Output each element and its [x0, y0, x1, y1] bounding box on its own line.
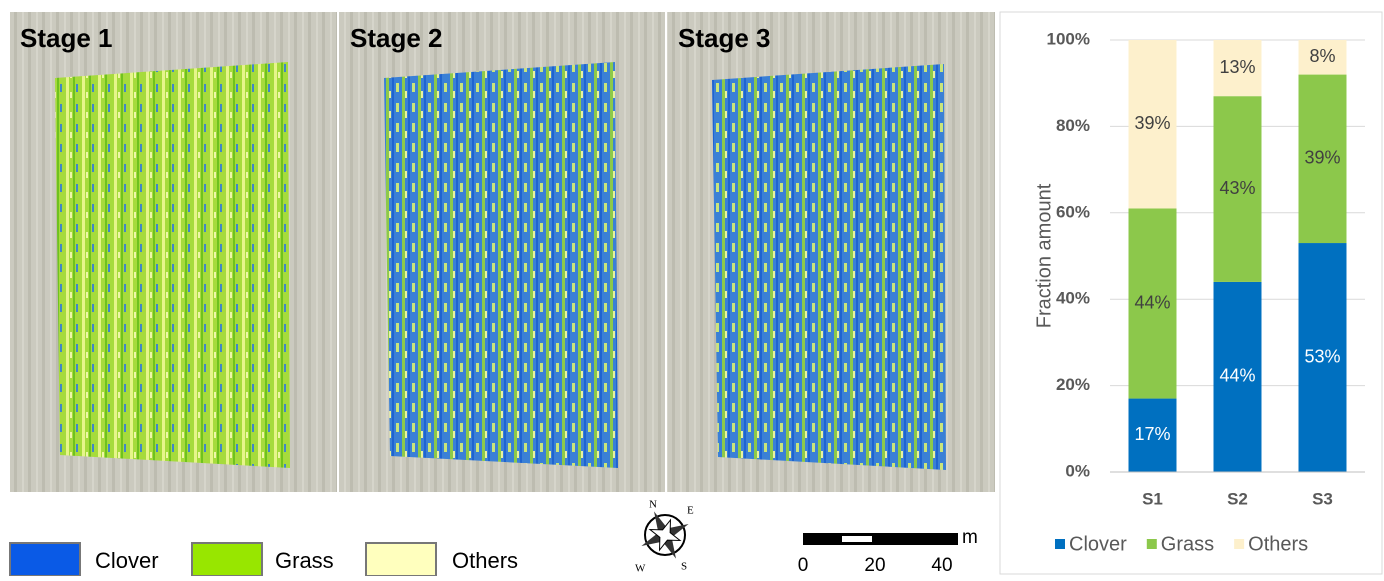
y-axis-label: Fraction amount	[1033, 183, 1055, 328]
legend-label: Others	[452, 548, 518, 573]
scale-bar-segment	[842, 536, 872, 542]
scale-tick: 40	[931, 555, 952, 576]
scale-unit: m	[962, 527, 978, 548]
compass-letter: E	[687, 505, 694, 517]
figure: Stage 1 Stage 2 Stage 3 Clover Grass Oth…	[0, 0, 1384, 576]
y-tick-label: 40%	[1056, 289, 1090, 308]
x-tick-label: S1	[1142, 489, 1163, 508]
y-tick-label: 20%	[1056, 375, 1090, 394]
stage-label: Stage 3	[678, 23, 771, 53]
data-label: 13%	[1219, 57, 1255, 77]
data-label: 8%	[1309, 46, 1335, 66]
legend-swatch	[1055, 539, 1065, 549]
data-label: 44%	[1134, 292, 1170, 312]
scale-tick: 0	[798, 555, 809, 576]
field-stage-1	[55, 62, 290, 468]
legend-swatch	[192, 543, 262, 576]
compass-letter: N	[649, 499, 657, 511]
compass-letter: S	[681, 561, 687, 573]
legend-swatch	[1147, 539, 1157, 549]
stage-label: Stage 2	[350, 23, 443, 53]
compass-letter: W	[635, 563, 646, 575]
y-tick-label: 60%	[1056, 202, 1090, 221]
data-label: 53%	[1304, 346, 1340, 366]
legend-label: Clover	[95, 548, 159, 573]
y-tick-label: 80%	[1056, 116, 1090, 135]
x-tick-label: S2	[1227, 489, 1248, 508]
data-label: 39%	[1134, 113, 1170, 133]
legend-label: Grass	[1161, 533, 1214, 555]
field-stage-3	[712, 64, 946, 470]
legend-swatch	[10, 543, 80, 576]
y-tick-label: 100%	[1047, 29, 1090, 48]
scale-tick: 20	[864, 555, 885, 576]
legend-label: Grass	[275, 548, 334, 573]
legend-swatch	[1234, 539, 1244, 549]
data-label: 17%	[1134, 424, 1170, 444]
data-label: 39%	[1304, 148, 1340, 168]
scale-bar	[803, 533, 958, 545]
y-tick-label: 0%	[1065, 461, 1090, 480]
legend-label: Clover	[1069, 533, 1127, 555]
data-label: 44%	[1219, 366, 1255, 386]
x-tick-label: S3	[1312, 489, 1333, 508]
field-stage-2	[384, 62, 618, 468]
legend-label: Others	[1248, 533, 1308, 555]
stage-label: Stage 1	[20, 23, 113, 53]
compass: N E S W	[630, 499, 699, 575]
legend-swatch	[366, 543, 436, 576]
data-label: 43%	[1219, 178, 1255, 198]
